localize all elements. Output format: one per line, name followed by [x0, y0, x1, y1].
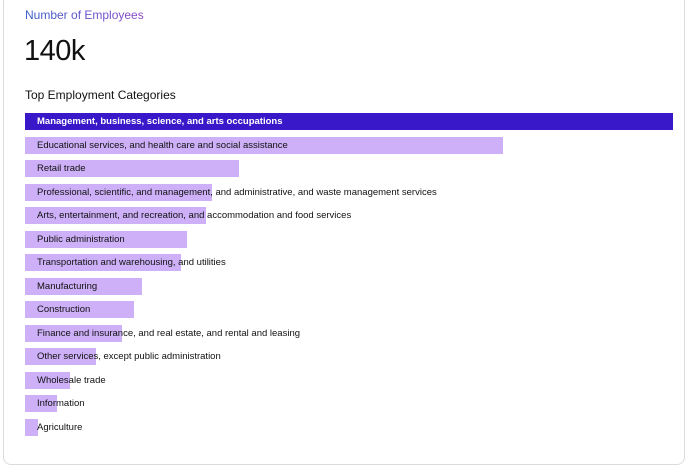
bar-row[interactable]: Other services, except public administra… — [25, 348, 673, 365]
bar-row[interactable]: Construction — [25, 301, 673, 318]
bar[interactable] — [25, 348, 97, 365]
chart-title: Top Employment Categories — [25, 88, 176, 102]
bar-row[interactable]: Public administration — [25, 230, 673, 248]
bar-label: Arts, entertainment, and recreation, and… — [37, 210, 352, 221]
bar-row[interactable]: Transportation and warehousing, and util… — [25, 254, 673, 271]
bar-row[interactable]: Retail trade — [25, 160, 673, 177]
bar-row[interactable]: Professional, scientific, and management… — [25, 183, 673, 201]
bar-label: Retail trade — [37, 163, 86, 174]
bar[interactable] — [25, 113, 673, 130]
bar-row[interactable]: Finance and insurance, and real estate, … — [25, 324, 673, 342]
bar[interactable] — [25, 230, 187, 248]
bar[interactable] — [25, 277, 142, 295]
bar[interactable] — [25, 160, 239, 177]
bar-label: Public administration — [37, 233, 125, 245]
bar[interactable] — [25, 395, 58, 412]
bar-row[interactable]: Educational services, and health care an… — [25, 136, 673, 154]
bar-label: Professional, scientific, and management… — [37, 186, 437, 198]
bar[interactable] — [25, 207, 207, 224]
bar-label: Agriculture — [37, 421, 83, 433]
metric-value: 140k — [24, 35, 85, 67]
bar-label: Finance and insurance, and real estate, … — [37, 327, 301, 339]
bar-row[interactable]: Arts, entertainment, and recreation, and… — [25, 207, 673, 224]
employment-card: Number of Employees 140k Top Employment … — [3, 0, 685, 465]
bar-label: Management, business, science, and arts … — [37, 116, 283, 127]
bar[interactable] — [25, 301, 134, 318]
employment-bar-chart: Management, business, science, and arts … — [25, 113, 673, 443]
bar[interactable] — [25, 136, 504, 154]
bar[interactable] — [25, 418, 38, 436]
bar-label: Other services, except public administra… — [37, 351, 221, 362]
bar-label: Transportation and warehousing, and util… — [37, 257, 226, 268]
bar-label: Wholesale trade — [37, 374, 106, 386]
bar-row[interactable]: Agriculture — [25, 418, 673, 436]
bar[interactable] — [25, 183, 212, 201]
bar-row[interactable]: Information — [25, 395, 673, 412]
metric-label: Number of Employees — [25, 8, 144, 22]
bar[interactable] — [25, 324, 123, 342]
bar-label: Information — [37, 398, 85, 409]
bar-row[interactable]: Management, business, science, and arts … — [25, 113, 673, 130]
bar-label: Construction — [37, 304, 91, 315]
bar-label: Educational services, and health care an… — [37, 139, 288, 151]
bar-label: Manufacturing — [37, 280, 98, 292]
bar[interactable] — [25, 254, 181, 271]
bar-row[interactable]: Manufacturing — [25, 277, 673, 295]
bar[interactable] — [25, 371, 71, 389]
bar-row[interactable]: Wholesale trade — [25, 371, 673, 389]
